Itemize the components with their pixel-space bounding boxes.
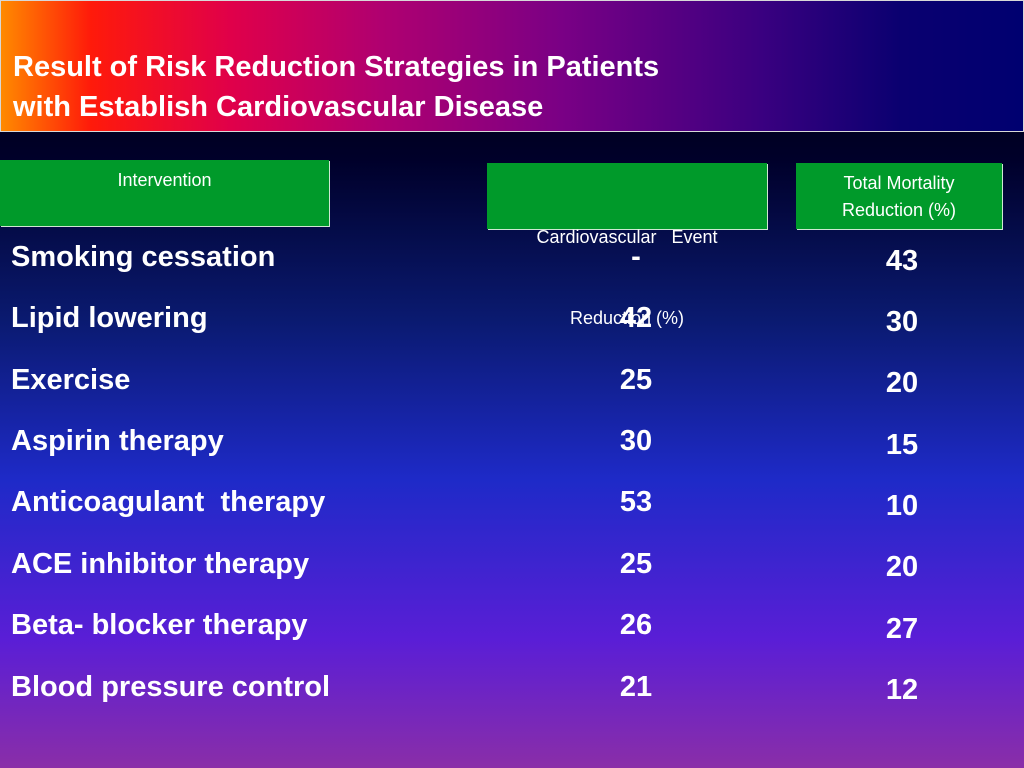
row-mortality-value: 20: [885, 367, 919, 399]
header-total-mortality-reduction: Total Mortality Reduction (%): [796, 163, 1002, 229]
row-cv-value: 30: [619, 425, 653, 457]
row-intervention: Blood pressure control: [11, 671, 331, 703]
row-mortality-value: 43: [885, 245, 919, 277]
title-banner: Result of Risk Reduction Strategies in P…: [0, 0, 1024, 132]
header-intervention-label: Intervention: [117, 170, 212, 190]
row-cv-value: -: [631, 241, 641, 273]
row-mortality-value: 10: [885, 490, 919, 522]
header-cv-event-reduction: Cardiovascular Event Reduction (%): [487, 163, 767, 328]
slide-title-line-1: Result of Risk Reduction Strategies in P…: [13, 51, 660, 83]
row-mortality-value: 27: [885, 613, 919, 645]
row-intervention: Exercise: [11, 364, 131, 396]
header-intervention: Intervention: [0, 160, 329, 226]
header-cv-line-1: Cardiovascular Event: [536, 227, 718, 247]
row-mortality-value: 20: [885, 551, 919, 583]
row-cv-value: 42: [619, 302, 653, 334]
row-cv-value: 21: [619, 671, 653, 703]
slide-title: Result of Risk Reduction Strategies in P…: [13, 47, 913, 127]
row-intervention: Beta- blocker therapy: [11, 609, 308, 641]
row-cv-value: 25: [619, 548, 653, 580]
row-intervention: ACE inhibitor therapy: [11, 548, 310, 580]
row-cv-value: 26: [619, 609, 653, 641]
row-mortality-value: 30: [885, 306, 919, 338]
row-cv-value: 25: [619, 364, 653, 396]
row-mortality-value: 12: [885, 674, 919, 706]
header-cv-line-2: Reduction (%): [569, 308, 685, 328]
row-intervention: Smoking cessation: [11, 241, 276, 273]
row-intervention: Anticoagulant therapy: [11, 486, 326, 518]
row-mortality-value: 15: [885, 429, 919, 461]
row-intervention: Aspirin therapy: [11, 425, 224, 457]
row-cv-value: 53: [619, 486, 653, 518]
header-mortality-line-2: Reduction (%): [841, 200, 957, 220]
slide-title-line-2: with Establish Cardiovascular Disease: [13, 91, 544, 123]
row-intervention: Lipid lowering: [11, 302, 208, 334]
header-mortality-line-1: Total Mortality: [843, 173, 955, 193]
